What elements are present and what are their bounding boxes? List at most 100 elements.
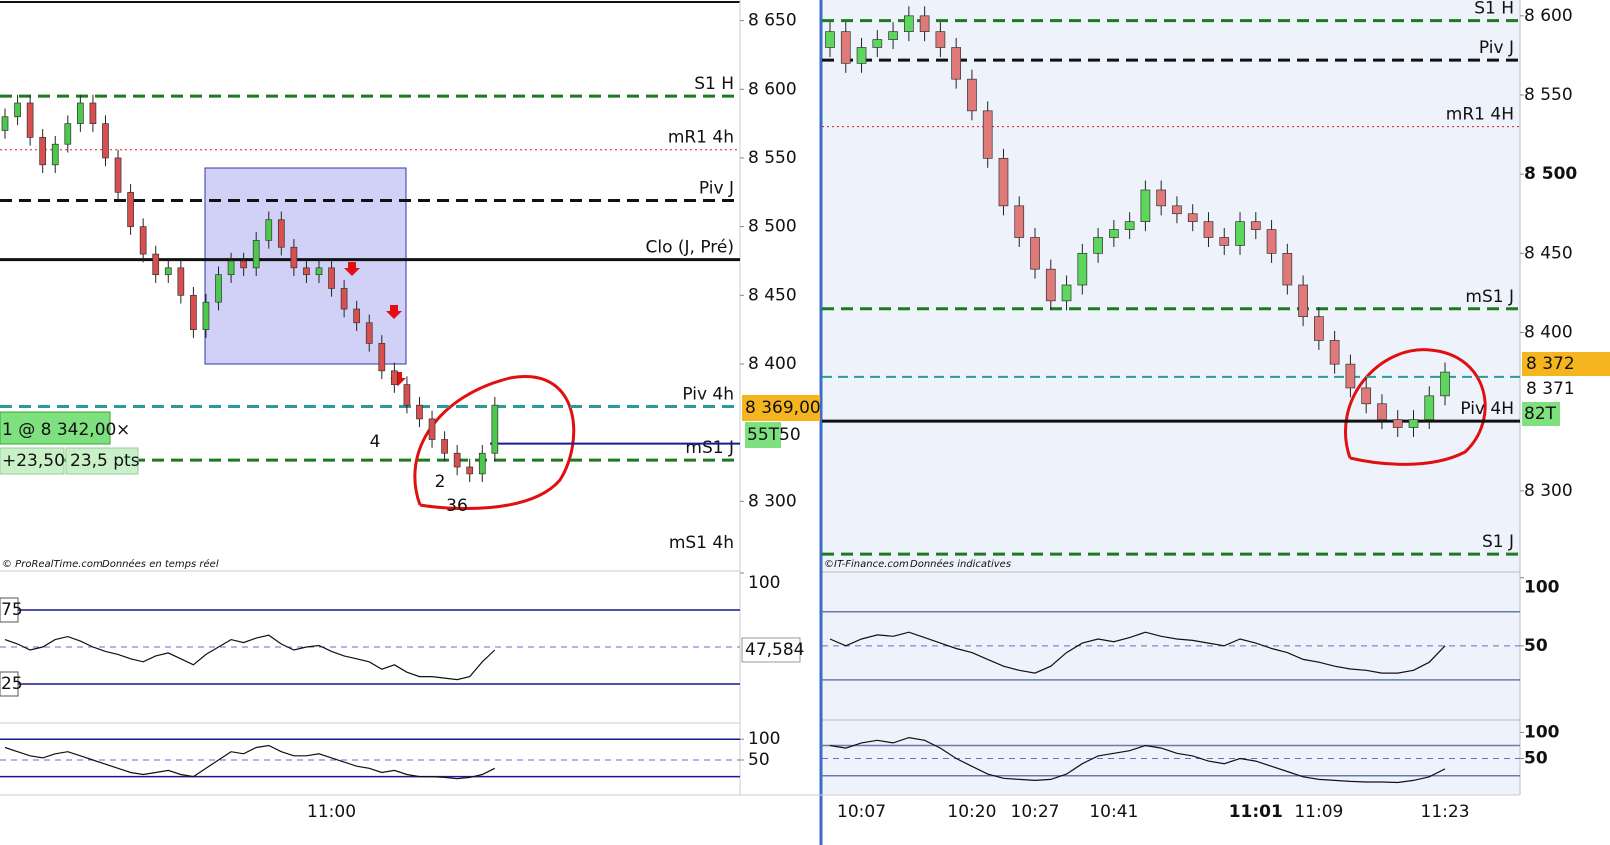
candle-body: [1361, 387, 1372, 405]
source-note: Données indicatives: [910, 558, 1011, 570]
candle-body: [478, 452, 486, 475]
y-tick-label: 8 500: [1524, 164, 1577, 184]
candle-body: [1061, 284, 1072, 302]
highlight-circle: [413, 375, 576, 510]
y-tick-label: 50: [1524, 636, 1548, 656]
level-label: Clo (J, Pré): [645, 238, 734, 258]
price-label: 8 369,00: [745, 398, 821, 418]
value-label: 47,584: [745, 640, 804, 660]
candle-body: [441, 439, 448, 454]
candle-body: [1109, 229, 1119, 238]
alert-count: 2: [435, 472, 446, 492]
y-tick-label: 50: [1524, 749, 1548, 769]
right-background: [822, 0, 1520, 795]
candle-body: [328, 267, 335, 289]
price-box: [742, 395, 820, 421]
candle-body: [888, 31, 898, 40]
level-label: Piv 4h: [682, 385, 734, 405]
alert-count: 36: [446, 496, 468, 516]
time-label: 10:20: [947, 802, 996, 822]
candle-body: [340, 288, 348, 310]
time-label: 11:00: [307, 802, 356, 822]
y-tick-label: 8 400: [748, 354, 797, 374]
tick-box: [1522, 402, 1560, 426]
y-tick-label: 100: [1524, 578, 1560, 598]
candle-body: [190, 294, 197, 330]
level-box: [0, 671, 19, 697]
candle-body: [164, 267, 172, 276]
candle-body: [1156, 189, 1167, 207]
source-note: Données en temps réel: [102, 558, 219, 570]
candle-body: [453, 452, 461, 468]
candle-body: [840, 31, 851, 64]
candle-body: [856, 47, 867, 64]
y-tick-label: 8 300: [748, 491, 797, 511]
rsi-line: [829, 631, 1446, 674]
candle-body: [403, 384, 411, 406]
source: © ProRealTime.com: [2, 559, 103, 570]
candle-body: [466, 466, 474, 475]
time-label: 10:41: [1089, 802, 1138, 822]
level-label: 75: [1, 600, 23, 620]
candle-body: [202, 301, 210, 330]
y-tick-label: 8 600: [1524, 6, 1573, 26]
candle-body: [903, 15, 914, 33]
level-label: mS1 J: [1465, 287, 1514, 307]
candle-body: [1219, 237, 1230, 246]
level-label: S1 H: [694, 74, 734, 94]
y-tick-label: 8 300: [1524, 481, 1573, 501]
candle-body: [1124, 221, 1135, 230]
level-label: 25: [1, 674, 23, 694]
candle-body: [428, 418, 436, 440]
candle-body: [825, 31, 835, 48]
candle-body: [102, 123, 109, 159]
level-label: S1 J: [1482, 532, 1514, 552]
y-tick-label: 8 450: [748, 285, 797, 305]
y-tick-label: 50: [748, 750, 770, 770]
y-tick-label: 100: [1524, 722, 1560, 742]
candle-body: [1172, 205, 1182, 215]
sell-arrows: [344, 262, 406, 386]
points-label: 23,5 pts: [70, 451, 140, 471]
candle-body: [378, 343, 386, 372]
candle-body: [1266, 229, 1277, 254]
candle-body: [1235, 221, 1245, 246]
time-label: 11:01: [1229, 802, 1283, 822]
position-close[interactable]: ×: [116, 420, 130, 440]
y-tick-label: 8 450: [1524, 243, 1573, 263]
level-label: mR1 4h: [668, 128, 734, 148]
alert-count: 4: [370, 432, 381, 452]
y-tick-label: 8 500: [748, 217, 797, 237]
gain-label: +23,50: [2, 451, 65, 471]
candle-body: [1424, 395, 1435, 420]
zone-box: [204, 167, 407, 365]
candle-body: [1329, 340, 1340, 365]
level-label: Piv J: [699, 179, 734, 199]
y-tick-label: 8 600: [748, 79, 797, 99]
candle-body: [1203, 221, 1214, 238]
time-label: 10:27: [1011, 802, 1060, 822]
candle-body: [365, 322, 373, 344]
candle-body: [1140, 189, 1151, 223]
y-tick-label: 8 550: [748, 148, 797, 168]
level-label: mS1 4h: [669, 533, 734, 553]
tick-label: 55T50: [747, 425, 801, 445]
candle-body: [39, 136, 47, 166]
tick-label: 82T: [1524, 404, 1557, 424]
candle-body: [252, 240, 260, 269]
candle-body: [391, 370, 398, 385]
level-label: mR1 4H: [1446, 105, 1514, 125]
time-label: 11:09: [1294, 802, 1343, 822]
candle-body: [1093, 237, 1103, 254]
tick-box: [745, 422, 781, 448]
stoch-line: [4, 744, 496, 780]
candle-body: [177, 267, 185, 296]
candle-body: [353, 308, 361, 324]
time-label: 10:07: [837, 802, 886, 822]
candle-body: [1282, 252, 1293, 286]
highlight-circle: [1344, 348, 1487, 466]
time-label: 11:23: [1421, 802, 1470, 822]
candle-body: [1187, 213, 1198, 223]
candle-body: [982, 110, 993, 159]
candle-body: [26, 102, 34, 138]
